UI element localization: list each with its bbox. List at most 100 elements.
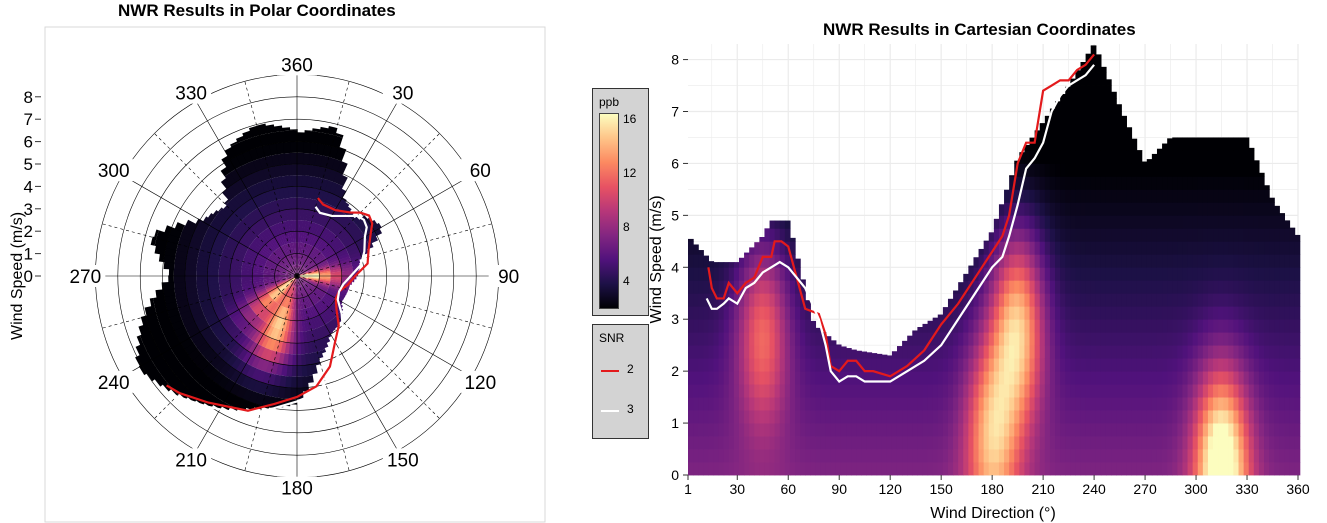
cartesian-heat-cell	[1141, 449, 1148, 463]
polar-heat-cell	[226, 306, 239, 316]
polar-heat-cell	[318, 279, 331, 284]
polar-heat-cell	[242, 287, 255, 294]
cartesian-heat-cell	[1238, 332, 1245, 346]
cartesian-heat-cell	[1004, 436, 1010, 450]
cartesian-heat-cell	[1085, 267, 1092, 281]
cartesian-heat-cell	[1075, 345, 1082, 359]
cartesian-heat-cell	[973, 280, 980, 294]
polar-heat-cell	[363, 215, 368, 220]
polar-heat-cell	[265, 262, 277, 268]
cartesian-heat-cell	[968, 265, 975, 268]
cartesian-heat-cell	[1060, 371, 1066, 385]
cartesian-heat-cell	[1009, 280, 1015, 294]
cartesian-heat-cell	[1080, 423, 1087, 437]
cartesian-heat-cell	[1126, 449, 1133, 463]
cartesian-heat-cell	[1075, 254, 1082, 268]
cartesian-heat-cell	[1075, 332, 1082, 346]
polar-angle-label: 150	[387, 450, 419, 471]
cartesian-heat-cell	[1029, 163, 1036, 177]
cartesian-heat-cell	[1218, 241, 1224, 255]
cartesian-heat-cell	[1100, 150, 1107, 164]
polar-heat-cell	[280, 283, 290, 292]
cartesian-heat-cell	[840, 346, 847, 359]
cartesian-heat-cell	[1024, 423, 1031, 437]
cartesian-heat-cell	[708, 397, 715, 411]
polar-heat-cell	[272, 200, 280, 213]
cartesian-heat-cell	[1121, 371, 1127, 385]
polar-heat-cell	[220, 177, 232, 189]
cartesian-heat-cell	[963, 397, 969, 411]
polar-heat-cell	[291, 365, 297, 377]
polar-heat-cell	[305, 209, 312, 222]
cartesian-heat-cell	[1207, 436, 1214, 450]
cartesian-heat-cell	[1065, 410, 1071, 424]
polar-heat-cell	[219, 314, 232, 325]
polar-heat-cell	[307, 280, 318, 286]
cartesian-heat-cell	[810, 462, 817, 476]
polar-heat-cell	[277, 352, 285, 365]
cartesian-heat-cell	[932, 436, 939, 450]
cartesian-heat-cell	[1233, 384, 1240, 398]
polar-heat-cell	[328, 194, 339, 207]
cartesian-heat-cell	[1202, 462, 1209, 476]
cartesian-heat-cell	[1213, 449, 1219, 463]
polar-heat-cell	[268, 288, 279, 296]
cartesian-heat-cell	[1228, 215, 1235, 229]
polar-heat-cell	[233, 315, 245, 326]
cartesian-heat-cell	[774, 423, 781, 437]
cartesian-heat-cell	[988, 241, 995, 255]
cartesian-heat-cell	[1151, 462, 1158, 476]
cartesian-heat-cell	[1004, 384, 1010, 398]
polar-heat-cell	[247, 328, 258, 340]
polar-heat-cell	[306, 319, 312, 331]
polar-heat-cell	[185, 286, 198, 294]
cartesian-heat-cell	[902, 345, 908, 359]
cartesian-heat-cell	[871, 353, 878, 359]
polar-heat-cell	[256, 181, 266, 195]
polar-heat-cell	[246, 313, 258, 324]
cartesian-heat-cell	[1141, 189, 1148, 203]
cartesian-heat-cell	[1095, 163, 1102, 177]
cartesian-x-tick-label: 210	[1031, 481, 1055, 497]
cartesian-heat-cell	[1080, 124, 1087, 138]
polar-heat-cell	[321, 312, 330, 324]
cartesian-heat-cell	[1197, 436, 1204, 450]
cartesian-heat-cell	[1146, 189, 1153, 203]
cartesian-heat-cell	[1126, 202, 1133, 216]
cartesian-heat-cell	[1223, 371, 1229, 385]
cartesian-heat-cell	[922, 462, 929, 476]
cartesian-heat-cell	[1213, 306, 1219, 320]
cartesian-heat-cell	[800, 358, 806, 372]
polar-heat-cell	[293, 287, 296, 299]
cartesian-heat-cell	[1167, 228, 1173, 242]
cartesian-heat-cell	[1253, 462, 1260, 476]
cartesian-heat-cell	[1131, 163, 1138, 177]
cartesian-heat-cell	[1274, 215, 1280, 229]
cartesian-heat-cell	[1223, 254, 1229, 268]
cartesian-heat-cell	[856, 350, 862, 359]
cartesian-heat-cell	[749, 358, 755, 372]
cartesian-heat-cell	[789, 345, 796, 359]
polar-heat-cell	[297, 266, 305, 276]
cartesian-heat-cell	[1095, 319, 1102, 333]
cartesian-heat-cell	[1095, 189, 1102, 203]
snr-legend-key	[601, 370, 619, 372]
polar-heat-cell	[238, 239, 251, 248]
cartesian-heat-cell	[968, 449, 975, 463]
cartesian-heat-cell	[1024, 163, 1031, 177]
cartesian-heat-cell	[998, 371, 1005, 385]
polar-heat-cell	[207, 283, 220, 291]
cartesian-heat-cell	[1238, 189, 1245, 203]
cartesian-heat-cell	[784, 423, 791, 437]
polar-heat-cell	[297, 276, 305, 286]
snr-legend-label: 3	[627, 402, 634, 416]
cartesian-heat-cell	[1095, 267, 1102, 281]
cartesian-heat-cell	[703, 293, 709, 307]
polar-heat-cell	[231, 181, 243, 195]
polar-heat-cell	[296, 320, 300, 332]
cartesian-heat-cell	[1116, 124, 1122, 138]
cartesian-heat-cell	[1264, 241, 1270, 255]
polar-heat-cell	[217, 388, 230, 403]
cartesian-heat-cell	[1162, 150, 1168, 164]
cartesian-heat-cell	[1105, 228, 1112, 242]
